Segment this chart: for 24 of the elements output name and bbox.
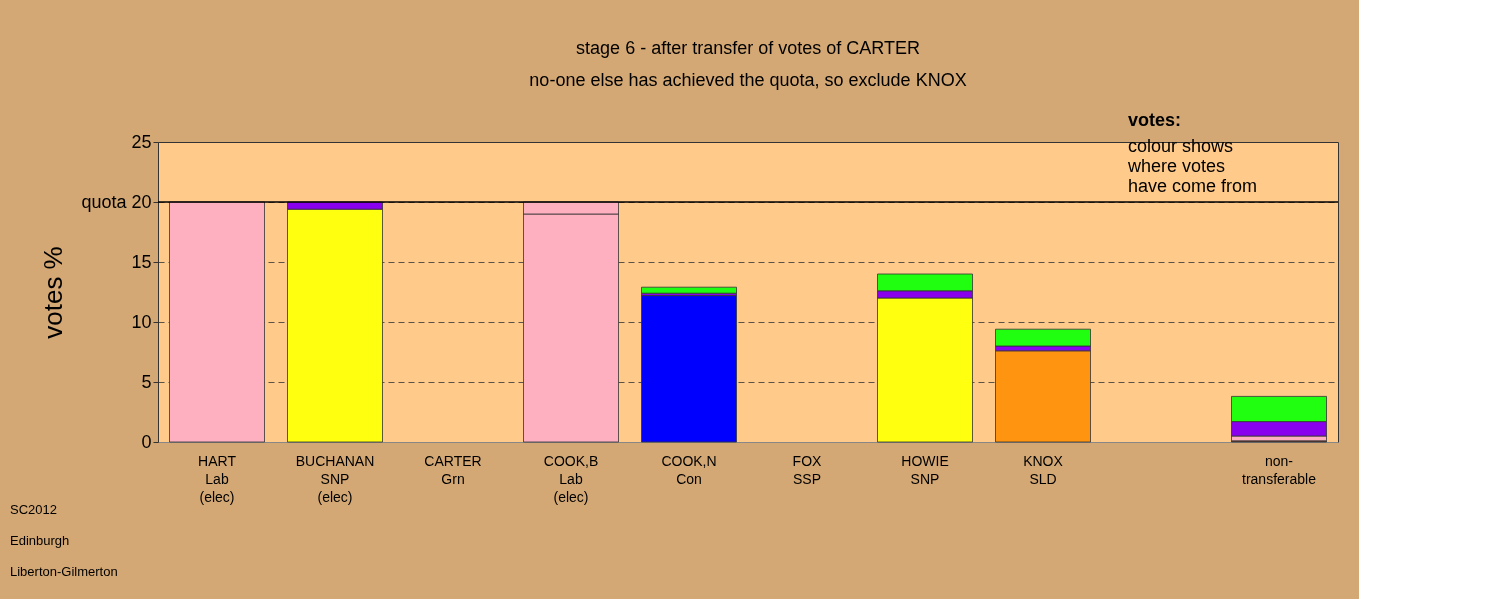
x-tick-label: FOX SSP xyxy=(792,452,823,487)
chart-subtitle: no-one else has achieved the quota, so exclude KNOX xyxy=(529,70,967,90)
x-tick-label: HART Lab (elec) xyxy=(198,452,237,505)
bar xyxy=(995,328,1091,347)
x-tick-label: COOK,N Con xyxy=(661,452,717,487)
x-tick-label: CARTER Grn xyxy=(424,452,482,487)
y-tick-label: 15 xyxy=(131,251,152,272)
y-tick-label: 10 xyxy=(131,311,152,332)
y-tick-label: quota 20 xyxy=(81,191,152,212)
x-tick-label: HOWIE SNP xyxy=(901,452,949,487)
chart-title: stage 6 - after transfer of votes of CARTER xyxy=(576,38,920,58)
x-tick-label: KNOX SLD xyxy=(1023,452,1064,487)
y-axis-title: votes % xyxy=(38,246,69,339)
bar xyxy=(641,286,737,294)
text: Edinburgh xyxy=(10,533,70,548)
y-tick-label: 0 xyxy=(141,431,152,452)
x-tick-label: BUCHANAN SNP (elec) xyxy=(295,452,375,505)
text: votes: xyxy=(1128,110,1182,130)
x-tick-label: COOK,B Lab (elec) xyxy=(543,452,599,505)
y-tick-label: 25 xyxy=(131,131,152,152)
x-tick-label: non- transferable xyxy=(1242,452,1317,487)
y-tick-label: 5 xyxy=(141,371,152,392)
text: SC2012 xyxy=(10,502,57,517)
text: Liberton-Gilmerton xyxy=(10,564,118,579)
